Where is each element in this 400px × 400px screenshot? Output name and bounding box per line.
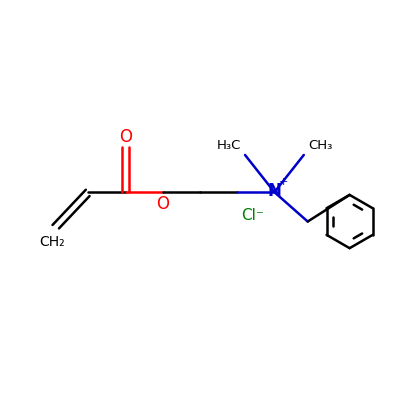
Text: +: + xyxy=(278,177,288,187)
Text: CH₃: CH₃ xyxy=(308,139,332,152)
Text: N: N xyxy=(268,182,281,200)
Text: O: O xyxy=(156,195,169,213)
Text: Cl⁻: Cl⁻ xyxy=(242,208,264,223)
Text: O: O xyxy=(119,128,132,146)
Text: CH₂: CH₂ xyxy=(39,235,65,249)
Text: H₃C: H₃C xyxy=(216,139,241,152)
